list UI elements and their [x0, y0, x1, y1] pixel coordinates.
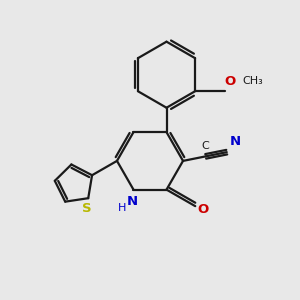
Text: O: O — [224, 75, 236, 88]
Text: H: H — [118, 203, 126, 213]
Text: S: S — [82, 202, 92, 214]
Text: CH₃: CH₃ — [242, 76, 263, 86]
Text: N: N — [230, 135, 241, 148]
Text: O: O — [198, 203, 209, 216]
Text: C: C — [202, 141, 210, 151]
Text: N: N — [126, 195, 137, 208]
